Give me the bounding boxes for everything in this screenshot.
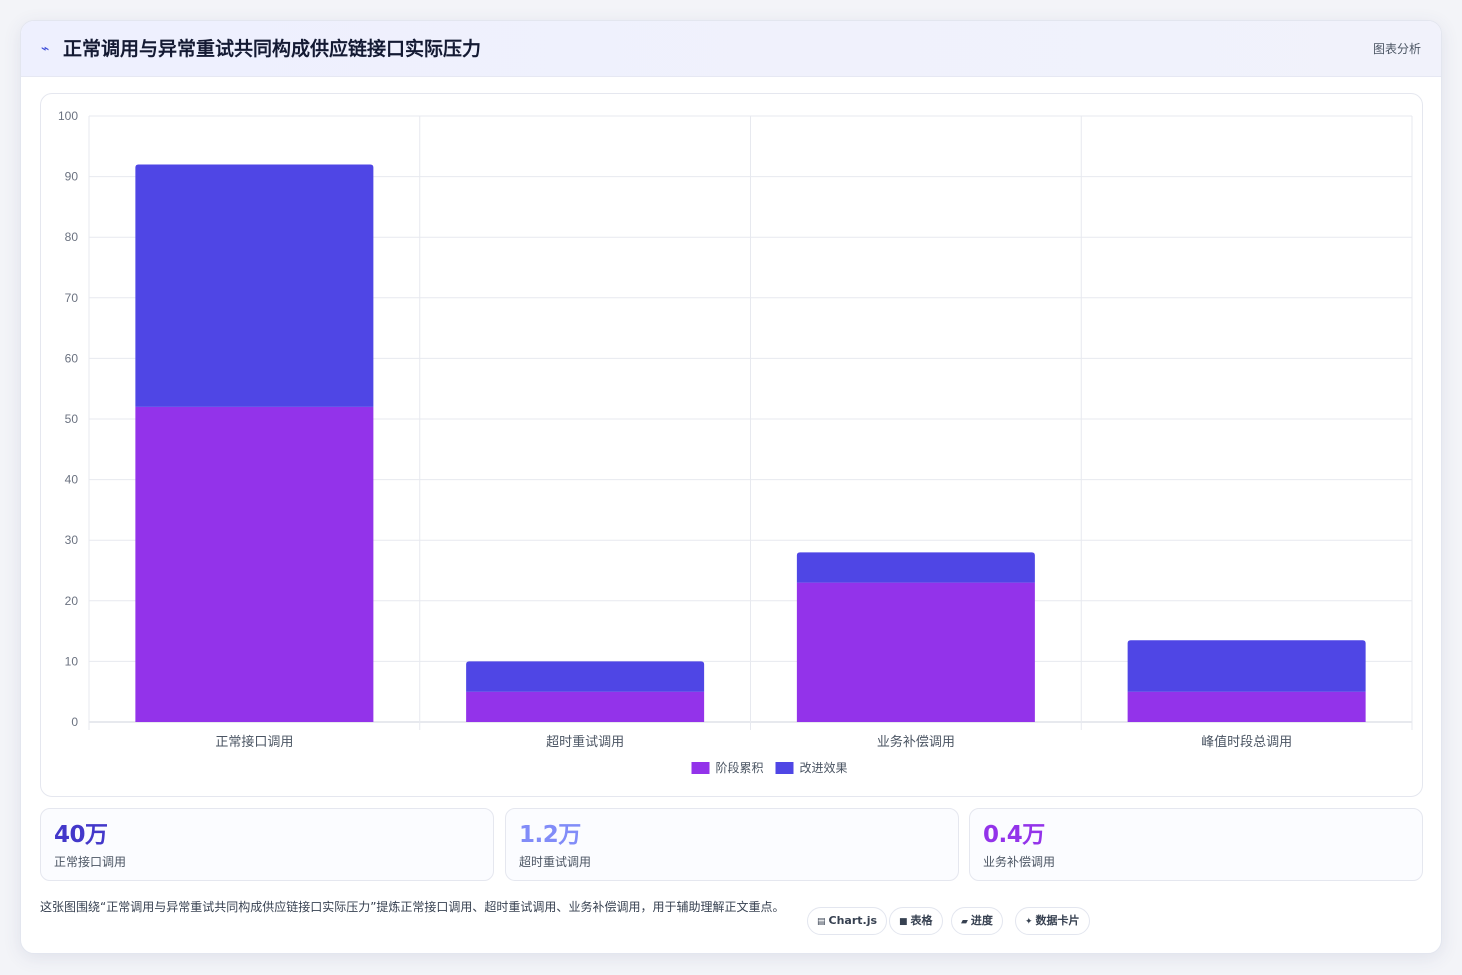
y-tick-label: 60: [65, 351, 79, 365]
x-tick-label: 业务补偿调用: [877, 734, 955, 750]
stat-card-normal: 40万 正常接口调用: [40, 808, 494, 881]
pill-label: 数据卡片: [1035, 914, 1080, 927]
pill-label: 进度: [970, 914, 993, 927]
panel-title: 正常调用与异常重试共同构成供应链接口实际压力: [63, 38, 482, 60]
stat-label: 超时重试调用: [519, 855, 592, 869]
y-tick-label: 80: [65, 230, 79, 244]
y-tick-label: 70: [65, 291, 79, 305]
stat-label: 正常接口调用: [54, 855, 127, 869]
legend-swatch: [775, 762, 794, 774]
y-tick-label: 90: [65, 170, 79, 184]
legend-swatch: [691, 762, 710, 774]
bar-segment: [796, 582, 1035, 722]
stat-label: 业务补偿调用: [983, 855, 1056, 869]
pill-label: Chart.js: [828, 914, 878, 927]
bar-segment: [1127, 691, 1366, 722]
panel-tag[interactable]: 图表分析: [1372, 42, 1421, 56]
y-tick-label: 10: [65, 654, 79, 668]
y-tick-label: 0: [71, 715, 78, 729]
progress-icon: ▰: [961, 917, 968, 927]
x-tick-label: 超时重试调用: [546, 734, 624, 750]
table-icon: ■: [899, 917, 908, 927]
y-tick-label: 20: [65, 594, 79, 608]
pill-progress[interactable]: ▰ 进度: [951, 907, 1003, 935]
y-tick-label: 50: [65, 412, 79, 426]
y-tick-label: 40: [65, 473, 79, 487]
stat-card-retry: 1.2万 超时重试调用: [505, 808, 959, 881]
panel-header: ⌁ 正常调用与异常重试共同构成供应链接口实际压力 图表分析: [21, 21, 1441, 77]
legend-label: 改进效果: [800, 760, 848, 775]
bar-segment: [1127, 640, 1366, 692]
chart-icon: ▤: [817, 917, 826, 927]
y-tick-label: 30: [65, 533, 79, 547]
line-chart-icon: ⌁: [41, 41, 50, 57]
y-tick-label: 100: [58, 109, 78, 123]
bar-segment: [466, 661, 705, 692]
stat-card-compensation: 0.4万 业务补偿调用: [969, 808, 1423, 881]
pill-label: 表格: [910, 914, 933, 927]
chart-card: 0 10 20 30 40 50 60 70 80 90 100 正常接口调用 超时重试调用 业务补偿调用…: [40, 93, 1423, 797]
pill-data-card[interactable]: ✦ 数据卡片: [1015, 907, 1090, 935]
x-tick-label: 峰值时段总调用: [1201, 734, 1292, 750]
stat-value: 40万: [54, 822, 108, 848]
pill-table[interactable]: ■ 表格: [889, 907, 943, 935]
bar-segment: [796, 552, 1035, 583]
pill-chartjs[interactable]: ▤ Chart.js: [807, 907, 888, 935]
chart-panel: ⌁ 正常调用与异常重试共同构成供应链接口实际压力 图表分析 0 10 20 30 40 5…: [20, 20, 1442, 954]
bar-segment: [135, 164, 374, 407]
legend-label: 阶段累积: [716, 760, 764, 775]
sparkle-icon: ✦: [1025, 917, 1033, 927]
chart-description: 这张图围绕“正常调用与异常重试共同构成供应链接口实际压力”提炼正常接口调用、超时…: [40, 900, 785, 914]
bar-segment: [466, 691, 705, 722]
stat-value: 1.2万: [519, 822, 581, 848]
bar-segment: [135, 406, 374, 722]
stat-value: 0.4万: [983, 822, 1045, 848]
stacked-bar-chart: 0 10 20 30 40 50 60 70 80 90 100 正常接口调用 超时重试调用 业务补偿调用…: [58, 109, 1413, 775]
x-tick-label: 正常接口调用: [215, 734, 293, 750]
